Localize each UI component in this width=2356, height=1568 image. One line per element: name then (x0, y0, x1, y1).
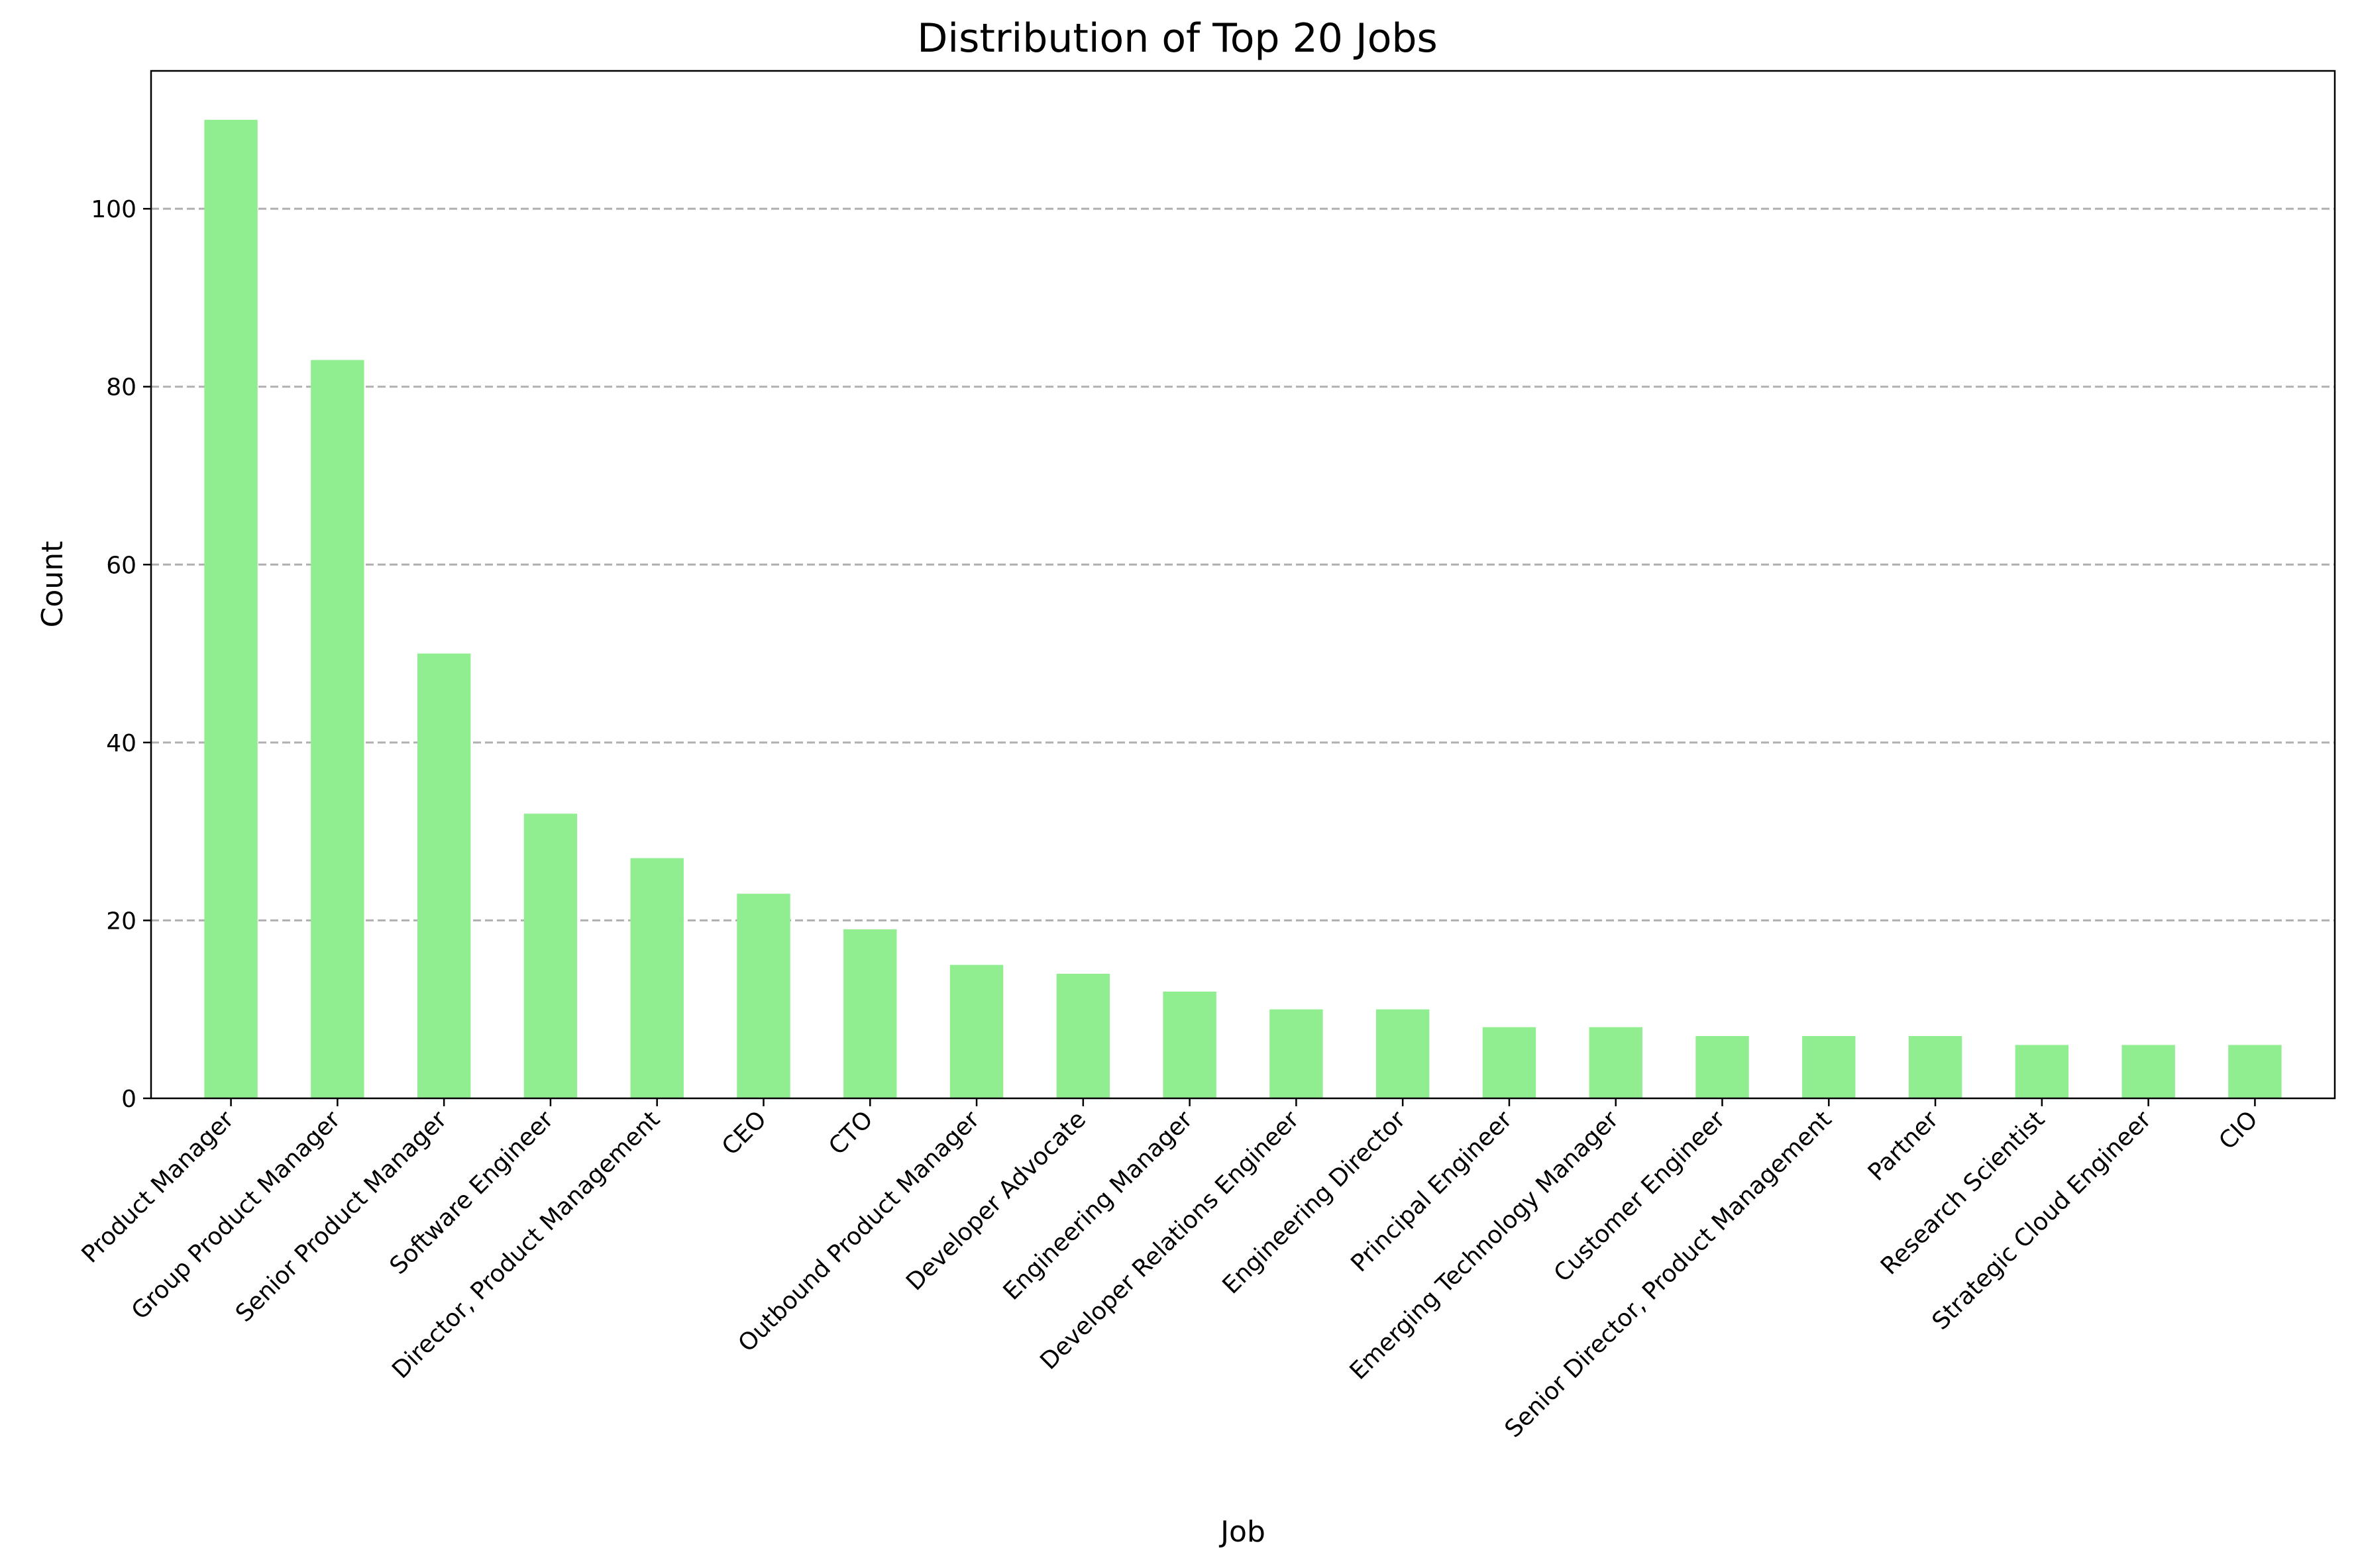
bar-16 (1802, 1036, 1856, 1098)
bar-2 (311, 360, 364, 1098)
bar-3 (417, 653, 471, 1098)
bar-9 (1056, 974, 1110, 1098)
bar-11 (1269, 1009, 1323, 1098)
y-tick-label-40: 40 (106, 730, 136, 757)
bar-12 (1375, 1009, 1430, 1098)
x-tick-label-6: CEO (717, 1106, 772, 1161)
bar-13 (1482, 1027, 1536, 1098)
x-tick-label-7: CTO (824, 1106, 878, 1160)
chart-title: Distribution of Top 20 Jobs (917, 15, 1438, 62)
x-tick-label-20: CIO (2214, 1106, 2263, 1155)
bars (204, 119, 2282, 1098)
bar-7 (843, 929, 897, 1098)
plot-frame (150, 70, 2336, 1100)
bar-14 (1589, 1027, 1642, 1098)
x-tick-label-2: Group Product Manager (127, 1106, 346, 1325)
x-tick-label-12: Engineering Director (1217, 1106, 1411, 1299)
bar-15 (1695, 1036, 1749, 1098)
x-tick-label-3: Senior Product Manager (231, 1106, 453, 1328)
y-axis-label: Count (36, 541, 70, 628)
bar-10 (1163, 991, 1216, 1098)
y-tick-label-20: 20 (106, 908, 136, 935)
gridlines (151, 207, 2335, 921)
bar-4 (523, 813, 578, 1098)
y-tick-label-100: 100 (91, 196, 136, 223)
bar-18 (2015, 1045, 2069, 1098)
y-tick-label-80: 80 (106, 374, 136, 401)
x-tick-label-17: Partner (1863, 1106, 1944, 1186)
bar-8 (949, 965, 1004, 1098)
bar-20 (2228, 1045, 2282, 1098)
x-tick-label-9: Developer Advocate (901, 1106, 1091, 1296)
y-tick-label-0: 0 (121, 1086, 136, 1113)
x-axis-label: Job (1218, 1515, 1265, 1549)
bar-6 (737, 894, 790, 1098)
bar-17 (1908, 1036, 1962, 1098)
y-tick-label-60: 60 (106, 552, 136, 579)
bar-5 (630, 858, 684, 1098)
bar-19 (2121, 1045, 2175, 1098)
x-tick-label-15: Customer Engineer (1549, 1106, 1731, 1287)
bar-1 (204, 119, 258, 1098)
x-tick-label-10: Engineering Manager (998, 1106, 1199, 1306)
y-axis: 0 20 40 60 80 100 (91, 196, 151, 1113)
x-tick-label-19: Strategic Cloud Engineer (1927, 1106, 2157, 1335)
